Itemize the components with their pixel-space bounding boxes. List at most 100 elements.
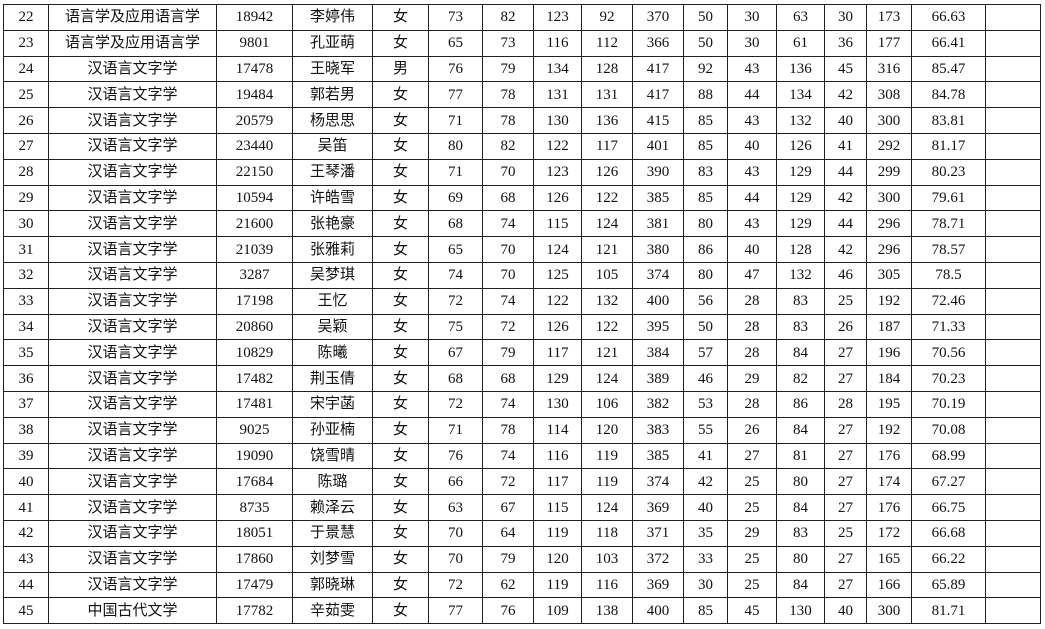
- cell-score-8: 41: [824, 132, 867, 160]
- cell-score-7: 134: [776, 81, 825, 109]
- cell-final-score: 70.08: [911, 416, 986, 444]
- cell-score-2: 62: [482, 571, 534, 599]
- table-row: 23 语言学及应用语言学 9801 孔亚萌女 65 73 116 112 366 50 30 61 36…: [3, 29, 1041, 57]
- cell-score-1: 73: [428, 4, 483, 31]
- cell-remark: [985, 184, 1041, 212]
- cell-name: 许皓雪: [292, 184, 373, 212]
- cell-score-2: 70: [482, 261, 534, 289]
- table-row: 42 汉语言文字学 18051 于景慧女 70 64 119 118 371 35 29 83 25 17…: [3, 519, 1041, 547]
- table-row: 33 汉语言文字学 17198 王忆女 72 74 122 132 400 56 28 83 25 192…: [3, 287, 1041, 315]
- cell-final-score: 83.81: [911, 107, 986, 134]
- cell-major: 汉语言文字学: [48, 107, 217, 134]
- cell-row-number: 39: [3, 442, 49, 470]
- cell-score-3: 120: [533, 545, 582, 573]
- cell-score-8: 46: [824, 261, 867, 289]
- table-row: 36 汉语言文字学 17482 荆玉倩女 68 68 129 124 389 46 29 82 27 18…: [3, 365, 1041, 392]
- cell-score-1: 76: [428, 55, 483, 83]
- cell-score-5: 50: [683, 313, 728, 341]
- cell-final-score: 78.71: [911, 210, 986, 238]
- cell-score-8: 28: [824, 390, 867, 418]
- cell-score-1: 63: [428, 494, 483, 521]
- cell-final-score: 65.89: [911, 571, 986, 599]
- table-row: 34 汉语言文字学 20860 吴颖女 75 72 126 122 395 50 28 83 26 187…: [3, 313, 1041, 341]
- cell-score-5: 80: [683, 261, 728, 289]
- cell-major: 汉语言文字学: [48, 132, 217, 160]
- cell-score-1: 67: [428, 339, 483, 367]
- cell-score-4: 124: [581, 210, 633, 238]
- table-row: 25 汉语言文字学 19484 郭若男女 77 78 131 131 417 88 44 134 42 3…: [3, 81, 1041, 109]
- cell-exam-total: 366: [632, 29, 684, 57]
- cell-score-1: 71: [428, 158, 483, 186]
- cell-score-1: 72: [428, 287, 483, 315]
- cell-score-7: 80: [776, 468, 825, 496]
- cell-score-3: 129: [533, 365, 582, 392]
- cell-gender: 女: [372, 81, 429, 109]
- cell-score-4: 116: [581, 571, 633, 599]
- cell-gender: 女: [372, 339, 429, 367]
- cell-row-number: 22: [3, 4, 49, 31]
- cell-final-score: 81.71: [911, 597, 986, 625]
- cell-score-7: 83: [776, 313, 825, 341]
- score-table: 22 语言学及应用语言学 18942 李婷伟女 73 82 123 92 370 50 30 63 30…: [3, 4, 1041, 625]
- cell-row-number: 27: [3, 132, 49, 160]
- cell-name: 张雅莉: [292, 236, 373, 263]
- cell-remark: [985, 519, 1041, 547]
- cell-name: 辛茹雯: [292, 597, 373, 625]
- cell-candidate-id: 10594: [216, 184, 293, 212]
- cell-score-3: 116: [533, 29, 582, 57]
- cell-final-score: 72.46: [911, 287, 986, 315]
- cell-retest-total: 300: [866, 597, 912, 625]
- cell-score-5: 53: [683, 390, 728, 418]
- cell-score-8: 27: [824, 416, 867, 444]
- cell-score-3: 117: [533, 339, 582, 367]
- cell-score-6: 47: [727, 261, 777, 289]
- table-row: 45 中国古代文学 17782 辛茹雯女 77 76 109 138 400 85 45 130 40 3…: [3, 597, 1041, 625]
- cell-remark: [985, 365, 1041, 392]
- cell-score-2: 70: [482, 158, 534, 186]
- cell-major: 汉语言文字学: [48, 468, 217, 496]
- cell-candidate-id: 17482: [216, 365, 293, 392]
- cell-exam-total: 417: [632, 55, 684, 83]
- table-row: 31 汉语言文字学 21039 张雅莉女 65 70 124 121 380 86 40 128 42 2…: [3, 236, 1041, 263]
- cell-row-number: 43: [3, 545, 49, 573]
- cell-candidate-id: 20860: [216, 313, 293, 341]
- cell-row-number: 26: [3, 107, 49, 134]
- cell-score-6: 25: [727, 494, 777, 521]
- cell-score-5: 85: [683, 597, 728, 625]
- cell-score-4: 126: [581, 158, 633, 186]
- cell-score-6: 30: [727, 4, 777, 31]
- cell-score-6: 26: [727, 416, 777, 444]
- cell-candidate-id: 21600: [216, 210, 293, 238]
- cell-remark: [985, 158, 1041, 186]
- cell-score-4: 121: [581, 339, 633, 367]
- cell-score-1: 72: [428, 390, 483, 418]
- cell-final-score: 66.68: [911, 519, 986, 547]
- cell-score-1: 65: [428, 29, 483, 57]
- cell-row-number: 23: [3, 29, 49, 57]
- cell-score-6: 45: [727, 597, 777, 625]
- cell-remark: [985, 4, 1041, 31]
- cell-exam-total: 381: [632, 210, 684, 238]
- cell-retest-total: 316: [866, 55, 912, 83]
- cell-remark: [985, 494, 1041, 521]
- cell-exam-total: 384: [632, 339, 684, 367]
- cell-score-8: 44: [824, 158, 867, 186]
- cell-name: 郭若男: [292, 81, 373, 109]
- cell-retest-total: 296: [866, 210, 912, 238]
- cell-score-3: 125: [533, 261, 582, 289]
- cell-score-4: 120: [581, 416, 633, 444]
- cell-remark: [985, 81, 1041, 109]
- cell-score-5: 57: [683, 339, 728, 367]
- cell-name: 李婷伟: [292, 4, 373, 31]
- cell-score-3: 123: [533, 158, 582, 186]
- cell-retest-total: 192: [866, 416, 912, 444]
- cell-retest-total: 300: [866, 184, 912, 212]
- cell-gender: 男: [372, 55, 429, 83]
- cell-candidate-id: 20579: [216, 107, 293, 134]
- cell-score-2: 68: [482, 184, 534, 212]
- cell-score-7: 128: [776, 236, 825, 263]
- cell-retest-total: 184: [866, 365, 912, 392]
- cell-exam-total: 374: [632, 468, 684, 496]
- cell-score-2: 67: [482, 494, 534, 521]
- cell-exam-total: 390: [632, 158, 684, 186]
